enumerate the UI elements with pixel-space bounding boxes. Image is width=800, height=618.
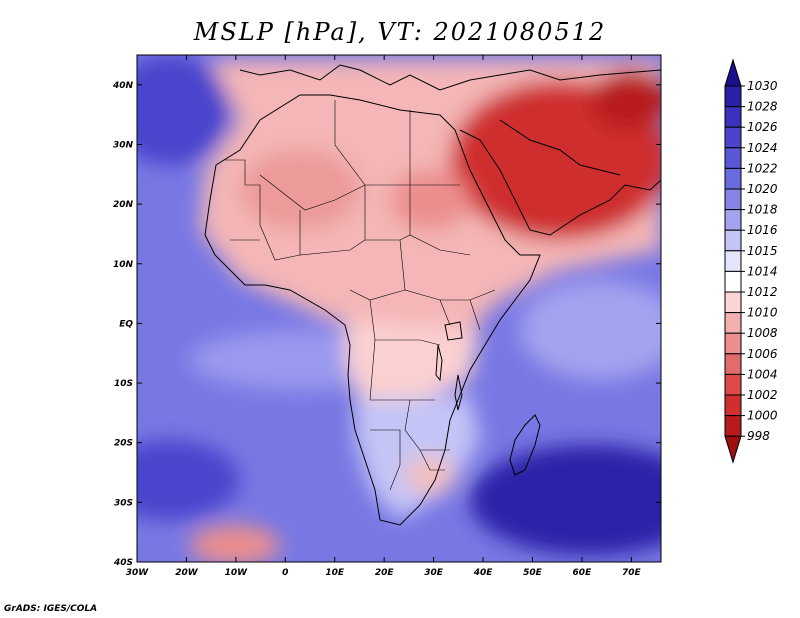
colorbar-label: 1012 <box>747 285 778 299</box>
x-tick-label: 60E <box>573 568 593 578</box>
x-tick-label: 0 <box>282 568 288 578</box>
africa-coastline <box>204 94 541 526</box>
colorbar-label: 1016 <box>747 223 778 237</box>
lake-victoria <box>444 321 463 341</box>
colorbar-box <box>724 229 742 252</box>
coastlines <box>204 64 661 526</box>
colorbar-box <box>724 415 742 437</box>
colorbar-box <box>724 373 742 396</box>
y-tick-label: 10S <box>114 379 133 389</box>
x-tick-label: 50E <box>523 568 543 578</box>
lake-malawi <box>454 374 463 411</box>
y-tick-label: 40S <box>113 558 133 568</box>
colorbar-box <box>724 332 742 355</box>
colorbar-box <box>724 312 742 334</box>
y-tick-label: 20N <box>113 200 134 210</box>
x-tick-label: 40E <box>473 568 494 578</box>
colorbar-box <box>724 270 742 293</box>
colorbar-box <box>724 353 742 375</box>
colorbar-label: 1008 <box>747 326 778 340</box>
colorbar-label: 1006 <box>747 347 778 361</box>
madagascar-coastline <box>509 414 541 476</box>
y-tick-label: 10N <box>113 260 134 270</box>
colorbar-top-arrow <box>724 58 742 87</box>
colorbar-box <box>724 188 742 211</box>
colorbar-label: 1000 <box>747 409 778 423</box>
colorbar-label: 1020 <box>747 182 778 196</box>
colorbar-box <box>724 85 742 108</box>
colorbar-box <box>724 106 742 128</box>
colorbar-label: 1024 <box>747 141 778 155</box>
x-tick-label: 70E <box>622 568 642 578</box>
colorbar-label: 1026 <box>747 120 778 134</box>
colorbar-label: 1015 <box>747 244 778 258</box>
x-tick-label: 30E <box>424 568 444 578</box>
x-axis: 30W 20W 10W 0 10E 20E 30E 40E 50E 60E 70E <box>126 55 642 578</box>
y-tick-label: EQ <box>119 319 133 329</box>
colorbar-label: 1018 <box>747 203 778 217</box>
colorbar-bottom-arrow <box>724 435 742 464</box>
map-frame <box>136 54 662 563</box>
lake-tanganyika <box>435 344 443 382</box>
colorbar-label: 1004 <box>747 367 778 381</box>
colorbar-label: 1014 <box>747 264 778 278</box>
colorbar-label: 1022 <box>747 161 778 175</box>
y-tick-label: 20S <box>114 439 133 449</box>
map-title: MSLP [hPa], VT: 2021080512 <box>193 18 607 46</box>
y-tick-label: 30N <box>113 140 134 150</box>
x-tick-label: 20W <box>175 568 199 578</box>
colorbar-label: 1028 <box>747 100 778 114</box>
colorbar-label: 998 <box>747 429 770 443</box>
colorbar-box <box>724 167 742 190</box>
colorbar-label: 1030 <box>747 79 778 93</box>
x-tick-label: 20E <box>375 568 395 578</box>
colorbar: 1030 1028 1026 1024 1022 1020 1018 1016 1015 1014… <box>724 58 778 464</box>
colorbar-box <box>724 394 742 417</box>
colorbar-box <box>724 250 742 272</box>
colorbar-label: 1002 <box>747 388 778 402</box>
x-tick-label: 30W <box>126 568 150 578</box>
x-tick-label: 10W <box>225 568 249 578</box>
x-tick-label: 10E <box>325 568 345 578</box>
colorbar-box <box>724 209 742 231</box>
colorbar-box <box>724 147 742 169</box>
y-tick-label: 40N <box>112 81 134 91</box>
colorbar-box <box>724 126 742 149</box>
pressure-field <box>137 55 661 562</box>
country-borders <box>225 100 496 491</box>
arabia-coastline <box>459 129 661 236</box>
y-axis: 40S 30S 20S 10S EQ 10N 20N 30N 40N <box>112 81 661 568</box>
colorbar-box <box>724 291 742 314</box>
gulf-coastline <box>499 119 621 176</box>
y-tick-label: 30S <box>114 498 133 508</box>
grads-credit: GrADS: IGES/COLA <box>4 604 98 614</box>
colorbar-label: 1010 <box>747 306 778 320</box>
europe-coastline <box>239 64 661 91</box>
